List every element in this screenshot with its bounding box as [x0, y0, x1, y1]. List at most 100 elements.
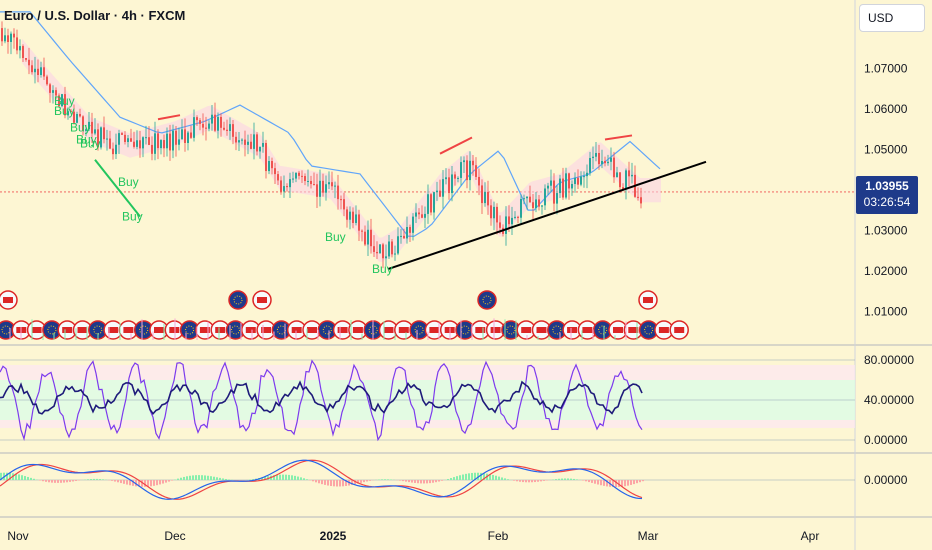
candle-body — [67, 111, 69, 116]
candle-body — [40, 67, 42, 76]
us-stripes-icon — [352, 327, 363, 333]
candle-body — [604, 160, 606, 164]
eu-stars-icon — [482, 295, 492, 305]
macd-histogram-bar — [426, 480, 428, 484]
macd-histogram-bar — [186, 476, 188, 480]
currency-selector[interactable]: USD — [859, 4, 925, 32]
candle-body — [85, 129, 87, 131]
macd-histogram-bar — [60, 480, 62, 483]
eu-stars-icon — [322, 325, 332, 335]
macd-histogram-bar — [477, 472, 479, 480]
macd-histogram-bar — [147, 480, 149, 487]
candle-body — [166, 133, 168, 149]
candle-body — [553, 180, 555, 204]
candle-body — [352, 211, 354, 223]
candle-body — [592, 156, 594, 159]
candle-body — [142, 137, 144, 149]
candle-body — [229, 124, 231, 131]
bar-countdown: 03:26:54 — [863, 195, 911, 209]
us-stripes-icon — [613, 327, 623, 333]
candle-body — [286, 186, 288, 188]
candle-body — [154, 133, 156, 154]
macd-histogram-bar — [621, 480, 623, 487]
candle-body — [580, 176, 582, 185]
candle-body — [43, 67, 45, 77]
candle-body — [433, 192, 435, 213]
price-tick-label: 1.01000 — [864, 305, 908, 319]
candle-body — [568, 173, 570, 189]
candle-body — [391, 241, 393, 255]
resistance-mark — [439, 136, 473, 155]
us-stripes-icon — [245, 327, 256, 333]
macd-histogram-bar — [225, 478, 227, 480]
eu-stars-icon — [93, 325, 103, 335]
candle-body — [511, 217, 513, 225]
macd-histogram-bar — [213, 476, 215, 480]
candle-body — [295, 172, 297, 179]
macd-histogram-bar — [369, 480, 371, 481]
macd-tick-label: 0.00000 — [864, 473, 908, 487]
macd-histogram-bar — [513, 480, 515, 481]
macd-histogram-bar — [567, 478, 569, 480]
candle-body — [319, 180, 321, 197]
macd-histogram-bar — [414, 480, 416, 483]
macd-histogram-bar — [345, 480, 347, 486]
macd-histogram-bar — [99, 479, 101, 480]
candle-body — [310, 180, 312, 185]
candle-body — [127, 138, 129, 142]
macd-histogram-bar — [276, 474, 278, 480]
time-tick-label: Mar — [638, 529, 659, 543]
candle-body — [505, 216, 507, 234]
candle-body — [340, 199, 342, 201]
candle-body — [364, 231, 366, 245]
price-tick-label: 1.06000 — [864, 102, 908, 116]
candle-body — [73, 111, 75, 123]
macd-histogram-bar — [318, 480, 320, 484]
macd-histogram-bar — [360, 480, 362, 483]
macd-histogram-bar — [441, 480, 443, 481]
candle-body — [115, 144, 117, 155]
macd-histogram-bar — [351, 480, 353, 485]
candle-body — [382, 244, 384, 259]
candle-body — [598, 152, 600, 165]
macd-histogram-bar — [18, 474, 20, 480]
eu-stars-icon — [139, 325, 149, 335]
candle-body — [121, 133, 123, 135]
macd-histogram-bar — [468, 473, 470, 480]
candle-body — [244, 139, 246, 145]
macd-histogram-bar — [459, 475, 461, 480]
macd-histogram-bar — [627, 480, 629, 486]
buy-signal-label: Buy — [54, 94, 75, 108]
candle-body — [49, 84, 51, 93]
us-stripes-icon — [475, 327, 486, 333]
candle-body — [274, 168, 276, 175]
candle-body — [223, 127, 225, 130]
macd-histogram-bar — [327, 480, 329, 486]
macd-histogram-bar — [558, 478, 560, 480]
candle-body — [403, 235, 405, 239]
candle-body — [595, 152, 597, 157]
macd-histogram-bar — [297, 476, 299, 480]
candle-body — [109, 138, 111, 149]
candle-body — [529, 196, 531, 203]
macd-histogram-bar — [531, 480, 533, 483]
macd-histogram-bar — [450, 478, 452, 480]
candle-body — [202, 123, 204, 128]
time-tick-label: Feb — [488, 529, 509, 543]
candle-body — [199, 120, 201, 124]
candle-body — [196, 117, 198, 121]
candle-body — [550, 180, 552, 186]
buy-signal-label: Buy — [325, 230, 346, 244]
macd-histogram-bar — [6, 472, 8, 480]
macd-histogram-bar — [177, 478, 179, 480]
candle-body — [88, 121, 90, 130]
candle-body — [640, 197, 642, 204]
macd-histogram-bar — [42, 480, 44, 482]
macd-histogram-bar — [300, 477, 302, 480]
us-stripes-icon — [154, 327, 164, 333]
candle-body — [490, 205, 492, 219]
macd-histogram-bar — [612, 480, 614, 487]
candle-body — [64, 94, 66, 116]
candle-body — [25, 58, 27, 60]
